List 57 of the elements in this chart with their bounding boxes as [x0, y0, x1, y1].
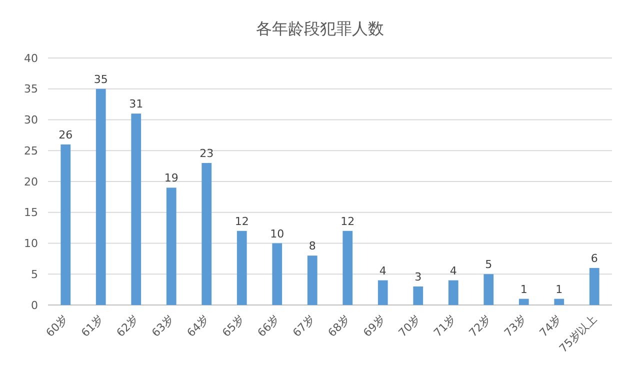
data-label: 23 — [200, 146, 214, 160]
data-label: 8 — [308, 240, 316, 253]
data-label: 1 — [520, 282, 528, 296]
y-tick-label: 5 — [31, 268, 38, 281]
bar — [272, 243, 282, 305]
x-tick-label: 70岁 — [396, 312, 423, 340]
bar — [166, 188, 176, 305]
x-tick-label: 71岁 — [431, 312, 458, 340]
x-tick-label: 62岁 — [114, 312, 141, 340]
data-label: 4 — [450, 264, 457, 278]
bar — [518, 298, 529, 305]
y-tick-label: 10 — [24, 237, 38, 250]
bar — [378, 280, 388, 305]
data-label: 12 — [340, 214, 355, 228]
data-label: 1 — [556, 282, 563, 296]
y-tick-label: 20 — [24, 175, 38, 188]
chart-title: 各年龄段犯罪人数 — [256, 19, 384, 38]
bar — [131, 114, 142, 305]
y-tick-label: 40 — [24, 52, 38, 65]
y-tick-label: 0 — [31, 298, 38, 312]
x-tick-label: 60岁 — [44, 312, 70, 340]
data-label: 4 — [379, 264, 386, 278]
bar — [448, 280, 458, 305]
bar — [484, 274, 494, 305]
x-tick-label: 73岁 — [502, 312, 529, 340]
data-label: 26 — [58, 128, 73, 142]
x-tick-label: 69岁 — [360, 312, 388, 340]
bar — [307, 256, 318, 305]
x-tick-label: 65岁 — [220, 312, 247, 340]
data-label: 6 — [590, 252, 598, 265]
bar — [60, 144, 71, 305]
bar — [554, 298, 564, 305]
x-tick-label: 66岁 — [255, 312, 282, 340]
x-tick-label: 67岁 — [290, 312, 318, 340]
y-tick-label: 25 — [24, 144, 38, 158]
data-label: 31 — [129, 98, 144, 111]
y-tick-label: 15 — [24, 206, 38, 220]
data-label: 10 — [270, 227, 284, 240]
data-label: 35 — [94, 72, 108, 86]
x-tick-label: 61岁 — [78, 312, 106, 340]
data-label: 12 — [234, 214, 249, 228]
x-tick-label: 63岁 — [149, 312, 176, 340]
data-label: 5 — [485, 258, 492, 272]
bar — [96, 88, 106, 305]
bar — [236, 230, 247, 305]
y-tick-label: 35 — [24, 82, 38, 96]
bar — [413, 286, 424, 305]
x-tick-label: 72岁 — [466, 312, 494, 340]
x-tick-label: 74岁 — [537, 312, 564, 340]
data-label: 19 — [164, 172, 178, 185]
bar — [202, 162, 212, 305]
y-tick-label: 30 — [24, 114, 38, 127]
bar — [589, 268, 600, 305]
bar — [342, 230, 353, 305]
x-tick-label: 68岁 — [326, 312, 352, 340]
x-tick-label: 64岁 — [184, 312, 212, 340]
data-label: 3 — [414, 270, 422, 284]
